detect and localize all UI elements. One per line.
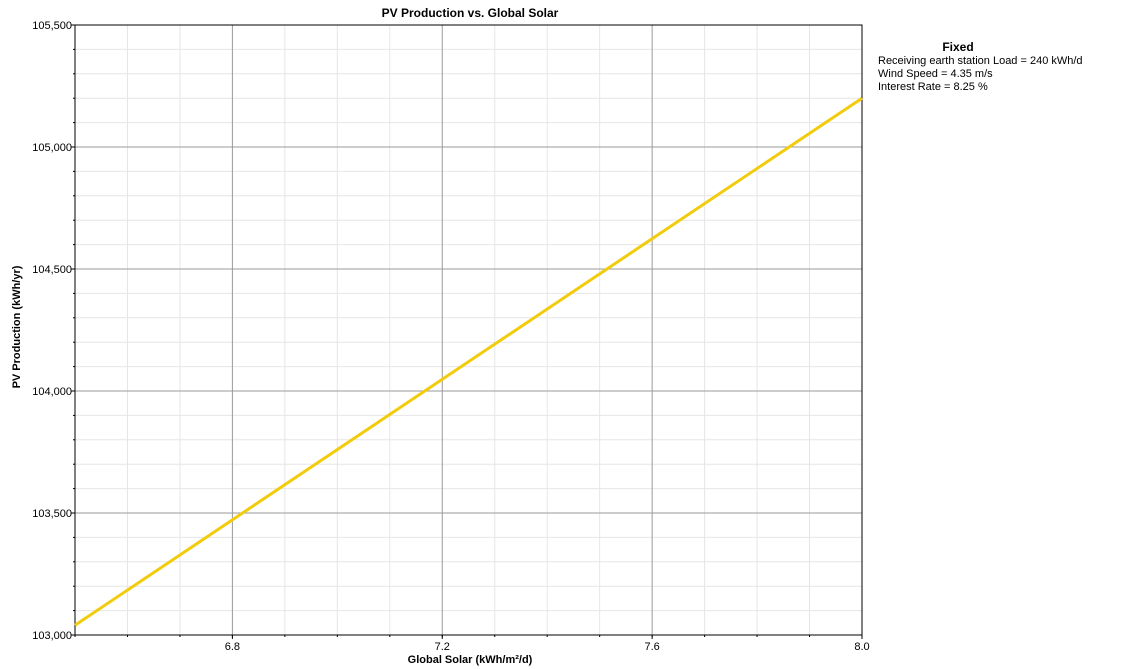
series-group	[74, 96, 863, 627]
x-tick-label: 8.0	[854, 641, 869, 653]
legend-line-load: Receiving earth station Load = 240 kWh/d	[878, 55, 1083, 67]
legend-title: Fixed	[942, 40, 974, 54]
y-axis-label: PV Production (kWh/yr)	[11, 265, 23, 388]
y-axis-ticks: 103,000 103,500 104,000 104,500 105,000 105,5…	[32, 20, 75, 642]
legend-line-interest-rate: Interest Rate = 8.25 %	[878, 81, 988, 93]
legend: Fixed Receiving earth station Load = 240…	[878, 40, 1118, 94]
y-tick-label: 105,000	[32, 142, 72, 154]
chart-title: PV Production vs. Global Solar	[382, 6, 559, 20]
series-line	[74, 96, 863, 627]
y-tick-label: 103,500	[32, 508, 72, 520]
legend-line-wind-speed: Wind Speed = 4.35 m/s	[878, 68, 993, 80]
x-tick-label: 7.6	[644, 641, 659, 653]
x-tick-label: 6.8	[225, 641, 240, 653]
x-axis-label: Global Solar (kWh/m²/d)	[408, 654, 533, 666]
y-tick-label: 105,500	[32, 20, 72, 32]
x-axis-ticks: 6.8 7.2 7.6 8.0	[74, 635, 870, 653]
y-tick-label: 103,000	[32, 630, 72, 642]
x-tick-label: 7.2	[435, 641, 450, 653]
minor-gridlines	[74, 25, 862, 635]
major-gridlines	[75, 25, 862, 635]
y-tick-label: 104,000	[32, 386, 72, 398]
y-tick-label: 104,500	[32, 264, 72, 276]
plot-frame	[74, 24, 863, 636]
